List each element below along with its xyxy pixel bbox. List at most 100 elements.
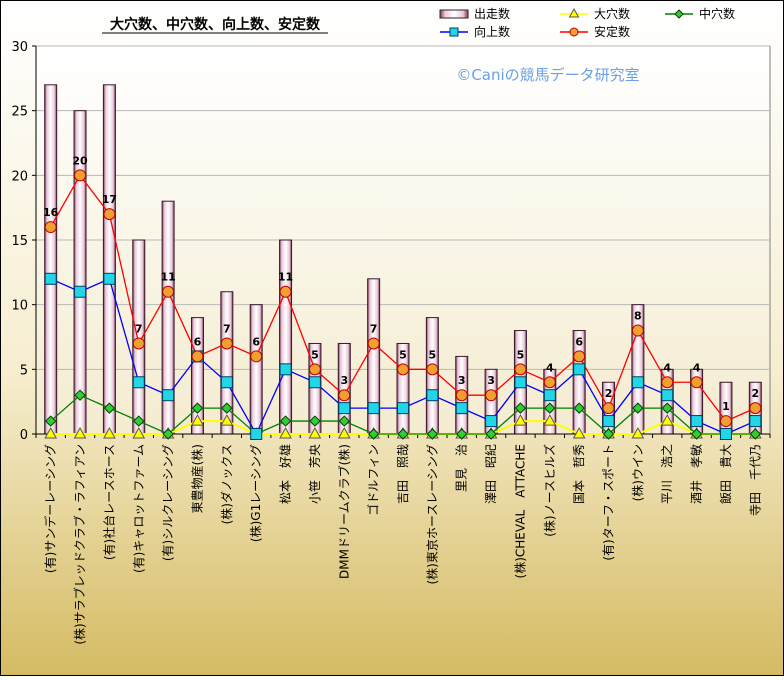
x-tick-label-21: 平川 浩之 (660, 444, 674, 504)
data-label-14: 3 (458, 374, 466, 387)
series-0-point-3 (132, 426, 146, 439)
data-label-8: 11 (278, 271, 293, 284)
bar-0 (44, 84, 58, 435)
chart-title: 大穴数、中穴数、向上数、安定数 (110, 16, 321, 33)
bar-8 (279, 239, 293, 435)
series-1-point-8 (279, 415, 292, 427)
data-label-22: 4 (693, 361, 701, 374)
series-2-point-8 (279, 363, 292, 376)
data-label-6: 7 (223, 322, 231, 335)
series-2-point-21 (661, 389, 674, 402)
y-tick-label-5: 25 (11, 105, 28, 120)
x-tick-label-23: 飯田 貴大 (718, 444, 733, 504)
series-2-point-7 (250, 428, 263, 440)
x-tick-label-6: (株)ダノックス (219, 444, 234, 524)
series-2-point-22 (690, 415, 703, 428)
series-2-point-14 (455, 402, 468, 415)
series-0-point-20 (631, 426, 645, 439)
series-1-point-4 (162, 428, 174, 440)
legend-label-4: 安定数 (594, 24, 630, 39)
series-3-point-12 (397, 363, 409, 376)
series-3-point-7 (250, 350, 263, 363)
series-2-point-0 (44, 272, 57, 285)
series-0-point-10 (337, 426, 351, 439)
series-3-point-3 (132, 337, 145, 350)
y-tick-label-6: 30 (11, 40, 28, 55)
legend-label-1: 大穴数 (594, 6, 630, 21)
series-3-point-22 (690, 376, 703, 389)
data-label-11: 7 (370, 322, 378, 335)
x-tick-label-13: (株)東京ホースレーシング (424, 444, 439, 585)
series-2-point-19 (602, 415, 615, 428)
bar-13 (425, 317, 439, 435)
x-tick-label-16: (株)CHEVAL ATTACHE (512, 444, 527, 578)
y-tick-label-3: 15 (11, 234, 28, 249)
series-2-point-2 (103, 272, 116, 285)
x-tick-label-11: ゴドルフィン (366, 444, 381, 516)
series-1-point-11 (367, 428, 380, 440)
x-tick-label-4: (有)シルクレーシング (161, 444, 175, 561)
x-tick-label-12: 吉田 照哉 (395, 444, 410, 504)
series-2-point-16 (514, 376, 527, 389)
data-label-23: 1 (722, 400, 730, 413)
data-label-3: 7 (135, 322, 143, 335)
x-tick-label-15: 澤田 昭紀 (484, 444, 498, 504)
bar-2 (102, 84, 116, 435)
x-tick-label-5: 東豊物産(株) (189, 444, 204, 513)
data-label-13: 5 (429, 348, 437, 361)
data-label-18: 6 (575, 335, 583, 348)
legend-marker-3 (449, 27, 459, 37)
series-1-point-19 (602, 428, 615, 440)
series-2-point-24 (749, 415, 762, 428)
series-2-point-9 (308, 376, 321, 389)
x-tick-label-17: (株)ノースヒルズ (542, 444, 557, 537)
data-label-15: 3 (487, 374, 495, 387)
series-0-point-8 (279, 426, 292, 439)
series-3-point-13 (426, 363, 439, 376)
bar-20 (631, 304, 645, 435)
data-label-7: 6 (252, 335, 260, 348)
series-3-point-19 (602, 402, 615, 415)
x-tick-label-24: 寺田 千代乃 (748, 444, 762, 516)
series-2-point-13 (426, 389, 439, 402)
series-1-point-15 (485, 428, 497, 440)
series-3-point-16 (514, 363, 527, 376)
data-label-21: 4 (663, 361, 671, 374)
series-3-point-14 (455, 389, 468, 402)
x-tick-label-7: (株)G1レーシング (248, 444, 263, 542)
series-1-point-20 (632, 402, 644, 414)
series-3-point-17 (543, 376, 556, 389)
series-3-point-21 (661, 376, 674, 389)
series-3-point-2 (103, 208, 116, 221)
series-0-point-17 (543, 414, 557, 426)
series-1-point-12 (397, 428, 409, 440)
series-0-point-6 (220, 414, 234, 426)
y-tick-label-1: 5 (20, 363, 28, 378)
y-tick-label-2: 10 (11, 299, 28, 314)
legend-label-3: 向上数 (474, 24, 510, 39)
series-3-point-0 (44, 221, 57, 234)
data-label-9: 5 (311, 348, 319, 361)
series-2-point-11 (367, 402, 380, 415)
x-tick-label-10: DMMドリームクラブ(株) (336, 444, 351, 579)
series-1-point-9 (309, 415, 321, 427)
series-0-point-18 (572, 426, 586, 439)
series-1-point-3 (133, 415, 145, 427)
data-label-17: 4 (546, 361, 554, 374)
data-label-10: 3 (340, 374, 348, 387)
y-tick-label-0: 0 (20, 428, 28, 443)
series-3-point-18 (573, 350, 586, 363)
series-1-point-17 (544, 402, 556, 414)
data-label-24: 2 (751, 387, 759, 400)
series-3-point-23 (719, 415, 732, 428)
series-1-point-22 (690, 428, 703, 440)
data-label-5: 6 (194, 335, 202, 348)
y-tick-label-4: 20 (11, 169, 28, 184)
series-0-point-21 (660, 414, 674, 426)
series-2-point-10 (338, 402, 351, 415)
x-tick-label-9: 小笹 芳央 (308, 444, 322, 504)
x-tick-label-2: (有)社台レースホース (101, 444, 116, 560)
